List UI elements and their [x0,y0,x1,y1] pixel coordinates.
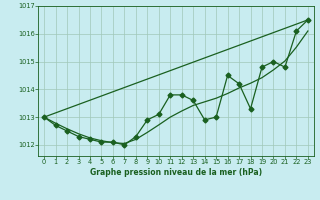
X-axis label: Graphe pression niveau de la mer (hPa): Graphe pression niveau de la mer (hPa) [90,168,262,177]
